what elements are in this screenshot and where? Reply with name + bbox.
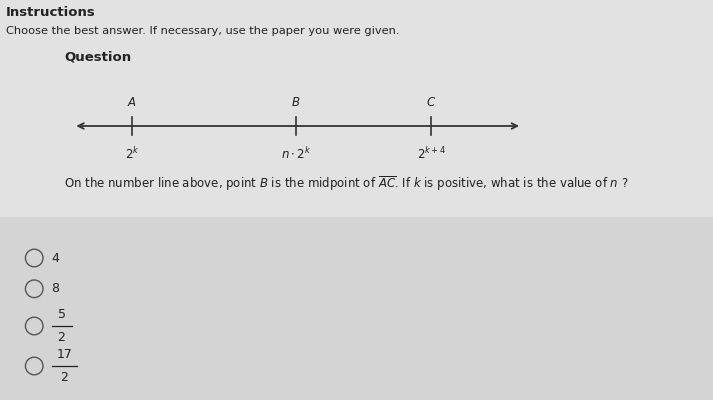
Text: 17: 17	[56, 348, 72, 361]
Bar	[0, 0, 713, 216]
Text: 5: 5	[58, 308, 66, 321]
Text: Choose the best answer. If necessary, use the paper you were given.: Choose the best answer. If necessary, us…	[6, 26, 399, 36]
Text: 4: 4	[51, 252, 59, 264]
Text: Instructions: Instructions	[6, 6, 96, 19]
Text: 8: 8	[51, 282, 60, 295]
Text: $2^{k+4}$: $2^{k+4}$	[417, 146, 446, 162]
Text: 2: 2	[58, 331, 66, 344]
Text: $n\cdot2^k$: $n\cdot2^k$	[281, 146, 311, 162]
Text: $C$: $C$	[426, 96, 436, 109]
Text: $B$: $B$	[291, 96, 301, 109]
Text: 2: 2	[61, 371, 68, 384]
Text: $A$: $A$	[127, 96, 137, 109]
Text: $2^k$: $2^k$	[125, 146, 139, 162]
Text: Question: Question	[64, 50, 131, 63]
Text: On the number line above, point $B$ is the midpoint of $\overline{AC}$. If $k$ i: On the number line above, point $B$ is t…	[64, 174, 629, 193]
